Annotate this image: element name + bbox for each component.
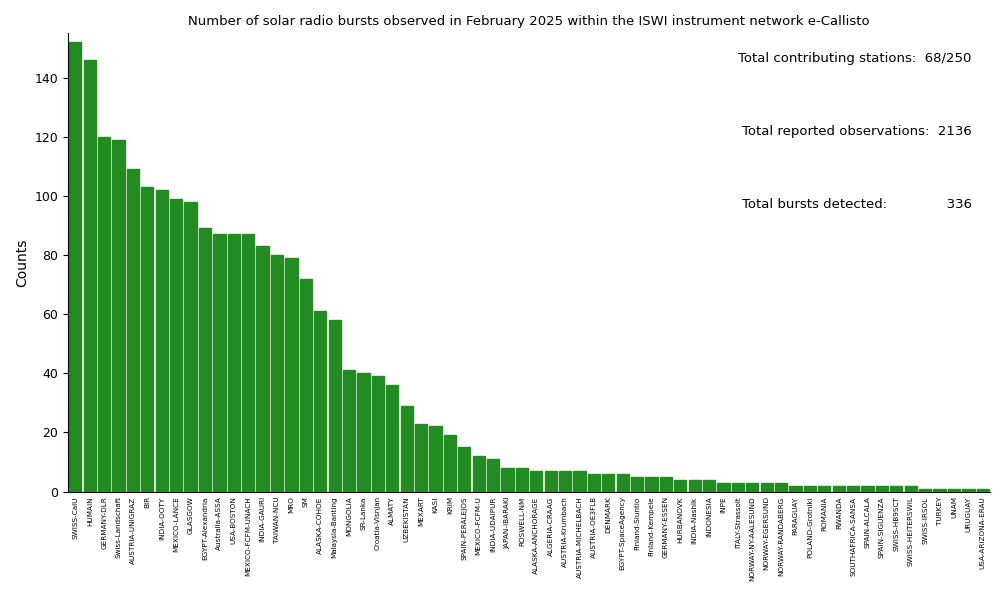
Bar (487, 459, 499, 492)
Title: Number of solar radio bursts observed in February 2025 within the ISWI instrumen: Number of solar radio bursts observed in… (188, 15, 870, 28)
Bar (559, 471, 571, 492)
Bar (256, 246, 268, 492)
Bar (228, 234, 240, 492)
Bar (285, 258, 297, 492)
Bar (315, 311, 327, 492)
Bar (242, 234, 254, 492)
Bar (718, 483, 730, 492)
Bar (832, 486, 845, 492)
Bar (458, 447, 470, 492)
Bar (875, 486, 888, 492)
Bar (199, 228, 211, 492)
Bar (516, 468, 528, 492)
Bar (156, 190, 168, 492)
Bar (343, 370, 355, 492)
Bar (919, 489, 932, 492)
Bar (113, 139, 125, 492)
Bar (142, 187, 154, 492)
Bar (98, 137, 111, 492)
Bar (501, 468, 514, 492)
Bar (602, 474, 614, 492)
Bar (704, 480, 716, 492)
Bar (861, 486, 873, 492)
Bar (415, 424, 427, 492)
Bar (775, 483, 787, 492)
Bar (789, 486, 802, 492)
Bar (688, 480, 700, 492)
Bar (429, 427, 441, 492)
Bar (904, 486, 917, 492)
Bar (213, 234, 225, 492)
Bar (83, 60, 95, 492)
Bar (847, 486, 859, 492)
Bar (732, 483, 744, 492)
Bar (890, 486, 902, 492)
Bar (645, 477, 657, 492)
Bar (747, 483, 759, 492)
Bar (660, 477, 672, 492)
Bar (588, 474, 600, 492)
Bar (804, 486, 816, 492)
Bar (69, 42, 81, 492)
Bar (170, 199, 182, 492)
Bar (386, 385, 398, 492)
Text: Total reported observations:  2136: Total reported observations: 2136 (742, 125, 972, 138)
Bar (948, 489, 960, 492)
Bar (372, 376, 384, 492)
Bar (761, 483, 773, 492)
Bar (977, 489, 989, 492)
Bar (358, 373, 370, 492)
Text: Total contributing stations:  68/250: Total contributing stations: 68/250 (739, 52, 972, 64)
Y-axis label: Counts: Counts (15, 238, 29, 287)
Bar (674, 480, 686, 492)
Bar (962, 489, 975, 492)
Bar (185, 202, 197, 492)
Bar (329, 320, 341, 492)
Bar (617, 474, 629, 492)
Bar (444, 435, 456, 492)
Bar (271, 255, 283, 492)
Text: Total bursts detected:              336: Total bursts detected: 336 (742, 198, 972, 211)
Bar (545, 471, 557, 492)
Bar (472, 456, 484, 492)
Bar (934, 489, 946, 492)
Bar (631, 477, 643, 492)
Bar (531, 471, 543, 492)
Bar (299, 279, 312, 492)
Bar (574, 471, 586, 492)
Bar (127, 169, 139, 492)
Bar (401, 406, 413, 492)
Bar (818, 486, 830, 492)
